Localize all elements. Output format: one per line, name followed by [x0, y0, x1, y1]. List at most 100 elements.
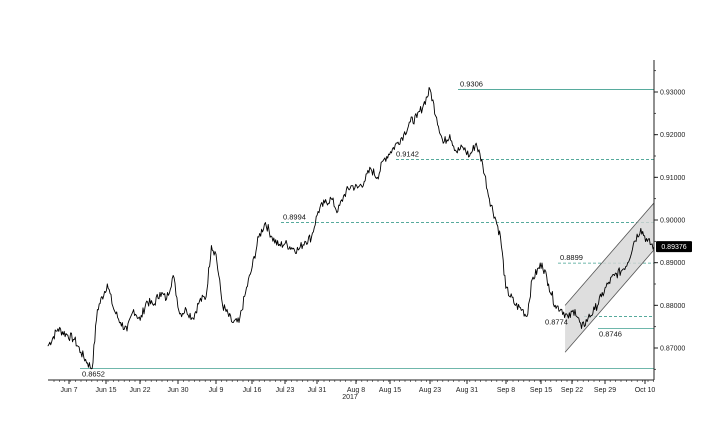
price-point [120, 322, 121, 323]
x-tick-label: Aug 15 [379, 387, 401, 394]
x-tick-label: Jul 9 [209, 387, 224, 394]
price-point [376, 176, 378, 178]
price-point [126, 330, 128, 332]
price-point [600, 296, 602, 298]
price-point [238, 322, 240, 323]
channel-lower-edge [564, 249, 655, 353]
price-point [531, 279, 533, 281]
price-point [139, 319, 141, 321]
price-point [462, 147, 464, 148]
price-point [567, 317, 569, 319]
price-point [166, 298, 167, 300]
price-line [47, 86, 655, 370]
x-tick-label: Jul 31 [308, 387, 327, 394]
price-point [73, 339, 75, 340]
price-point [324, 202, 326, 204]
x-tick-label: Aug 31 [456, 387, 478, 394]
price-point [383, 159, 385, 160]
price-point [47, 345, 49, 347]
x-tick-label: Jun 22 [129, 387, 150, 394]
price-point [222, 304, 223, 306]
x-tick-label: Sep 15 [530, 387, 552, 394]
price-point [403, 134, 405, 136]
x-tick-label: Jun 15 [95, 387, 116, 394]
price-point [317, 211, 319, 212]
price-point [264, 222, 266, 223]
price-point [500, 236, 501, 238]
price-point [482, 164, 484, 165]
price-point [574, 309, 576, 310]
price-point [152, 304, 154, 306]
level-label: 0.8652 [82, 369, 105, 378]
price-point [416, 117, 418, 118]
price-point [620, 270, 622, 272]
price-point [541, 262, 543, 264]
x-tick-label: Jun 7 [60, 387, 77, 394]
price-point [297, 249, 299, 251]
price-point [159, 292, 161, 293]
price-point [390, 151, 391, 153]
price-point [284, 243, 286, 244]
price-point [179, 313, 181, 315]
last-price-label: 0.89376 [661, 244, 686, 251]
price-point [554, 304, 556, 306]
x-tick-label: Aug 23 [419, 387, 441, 394]
price-point [521, 309, 523, 310]
channel-upper-edge [564, 202, 655, 306]
price-point [505, 287, 507, 289]
price-point [251, 266, 253, 268]
price-point [455, 151, 457, 153]
x-tick-label: Jul 16 [243, 387, 262, 394]
price-point [245, 292, 247, 293]
price-point [495, 219, 497, 221]
x-tick-label: Jun 30 [167, 387, 188, 394]
level-label: 0.8746 [599, 329, 622, 338]
price-point [133, 309, 135, 310]
level-label: 0.8899 [560, 253, 583, 262]
price-point [67, 334, 69, 336]
price-point [488, 198, 490, 200]
price-point [91, 368, 93, 369]
price-point [80, 351, 82, 353]
price-point [337, 211, 339, 212]
x-tick-label: Aug 8 [347, 387, 365, 394]
y-tick-label: 0.93000 [660, 90, 685, 97]
y-tick-label: 0.91000 [660, 175, 685, 182]
level-label: 0.8774 [545, 317, 568, 326]
trend-channel [564, 202, 655, 353]
price-point [278, 245, 279, 247]
price-point [185, 309, 187, 310]
price-point [304, 240, 306, 242]
price-point [210, 245, 212, 247]
price-point [258, 236, 260, 238]
price-point [561, 309, 563, 310]
price-point [587, 317, 589, 319]
price-point [396, 142, 398, 144]
price-point [291, 247, 293, 249]
price-point [633, 240, 635, 242]
price-point [344, 194, 345, 195]
price-point [469, 155, 470, 157]
price-point [311, 236, 312, 238]
price-point [423, 104, 424, 106]
price-point [526, 316, 528, 317]
channel-fill [565, 202, 654, 353]
level-annotations: 0.8652 0.8746 0.8774 0.8899 0.8994 0.9142 0.93… [82, 79, 622, 378]
level-label: 0.9306 [460, 79, 483, 88]
last-price-box [656, 241, 692, 253]
price-point [232, 322, 233, 323]
price-point [106, 283, 108, 285]
price-point [363, 181, 365, 183]
level-label: 0.9142 [396, 149, 419, 158]
price-point [172, 275, 174, 276]
y-tick-label: 0.88000 [660, 303, 685, 310]
x-tick-label: Sep 8 [497, 387, 515, 394]
x-tick-label: Oct 10 [635, 387, 656, 394]
price-point [449, 134, 451, 136]
price-point [192, 317, 194, 319]
price-point [199, 300, 200, 302]
price-point [113, 309, 115, 310]
price-point [442, 142, 444, 144]
price-point [640, 228, 642, 229]
